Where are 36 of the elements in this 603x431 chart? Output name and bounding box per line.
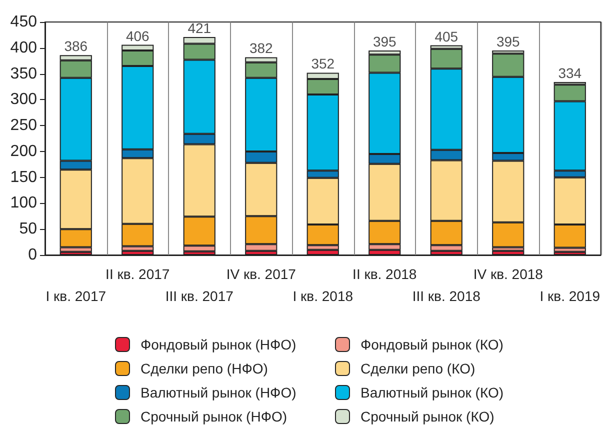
x-tick-label: II кв. 2017: [106, 266, 170, 282]
x-tick-label: I кв. 2018: [292, 288, 354, 304]
y-tick-label: 450: [10, 14, 38, 30]
legend-label: Сделки репо (НФО): [140, 360, 268, 376]
total-label: 352: [311, 56, 335, 72]
y-tick-label: 400: [10, 39, 38, 56]
y-tick-label: 50: [19, 220, 38, 238]
y-tick-label: 150: [10, 168, 38, 186]
legend-label: Срочный рынок (КО): [360, 408, 494, 424]
x-tick-label: IV кв. 2018: [473, 266, 544, 282]
legend-label: Фондовый рынок (НФО): [140, 336, 296, 352]
total-label: 382: [249, 40, 274, 56]
x-tick-label: III кв. 2018: [412, 288, 481, 304]
total-label: 395: [372, 33, 397, 50]
total-label: 395: [496, 33, 520, 50]
total-label: 421: [188, 20, 212, 36]
y-tick-label: 350: [10, 65, 38, 82]
legend-label: Валютный рынок (КО): [360, 384, 504, 400]
y-tick-label: 100: [10, 194, 38, 212]
y-tick-label: 250: [10, 117, 38, 134]
x-tick-label: III кв. 2017: [165, 288, 234, 304]
total-label: 406: [126, 28, 150, 44]
total-label: 405: [434, 28, 458, 44]
x-tick-label: I кв. 2017: [46, 288, 106, 304]
x-tick-label: IV кв. 2017: [226, 266, 296, 282]
legend-label: Валютный рынок (НФО): [140, 384, 296, 400]
legend-label: Сделки репо (КО): [360, 360, 476, 376]
y-tick-label: 300: [10, 91, 38, 108]
legend-label: Срочный рынок (НФО): [140, 408, 288, 424]
y-tick-label: 0: [28, 246, 38, 264]
total-label: 386: [64, 38, 88, 54]
x-tick-label: I кв. 2019: [540, 288, 600, 304]
total-label: 334: [558, 65, 582, 82]
y-tick-label: 200: [10, 142, 38, 160]
x-tick-label: II кв. 2018: [352, 266, 417, 282]
legend-label: Фондовый рынок (КО): [360, 336, 504, 352]
